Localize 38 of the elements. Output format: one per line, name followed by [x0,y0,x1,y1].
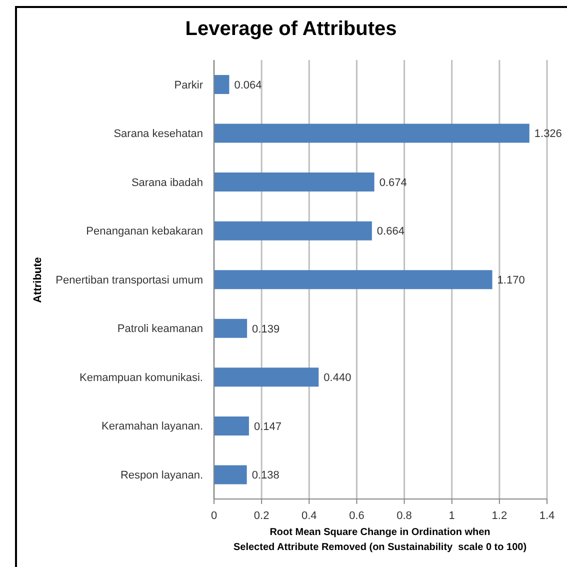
bar [214,172,374,192]
chart-title: Leverage of Attributes [185,18,397,41]
bar [214,318,248,338]
data-label: 1.170 [497,274,525,287]
data-label: 0.139 [252,323,280,336]
x-tick-label: 1.4 [539,510,555,522]
x-axis-title: Root Mean Square Change in Ordination when Selected Attribute Removed (on Sustainability scale 0 to 100) [233,526,527,555]
x-tick-label: 0 [210,510,218,522]
x-tick-label: 1.2 [492,510,508,522]
bar [214,75,230,94]
bar [214,270,492,290]
y-tick-label: Keramahan layanan. [101,420,203,433]
x-tick-label: 1 [448,510,455,522]
data-label: 0.064 [234,79,262,92]
x-tick-label: 0.2 [254,510,270,522]
y-tick-label: Penertiban transportasi umum [56,274,203,286]
data-label: 0.664 [376,226,404,238]
x-tick-label: 0.4 [301,510,317,522]
data-label: 0.138 [252,470,280,482]
y-tick-label: Kemampuan komunikasi. [79,372,203,384]
bar [214,368,319,387]
data-label: 0.440 [324,372,352,384]
data-label: 0.674 [379,176,407,189]
bar [214,465,247,484]
x-tick-label: 0.6 [349,510,364,522]
y-tick-label: Respon layanan. [120,470,203,482]
data-label: 1.326 [534,128,562,140]
bar [214,416,249,436]
y-tick-label: Sarana kesehatan [114,128,203,140]
y-axis-title: Attribute [32,257,44,303]
y-tick-label: Sarana ibadah [131,176,203,189]
data-label: 0.147 [254,420,282,433]
y-tick-label: Penanganan kebakaran [86,226,203,238]
bar [214,124,530,143]
x-tick-label: 0.8 [396,510,412,522]
y-tick-label: Parkir [174,79,204,92]
bar [214,221,372,240]
y-tick-label: Patroli keamanan [117,323,203,336]
